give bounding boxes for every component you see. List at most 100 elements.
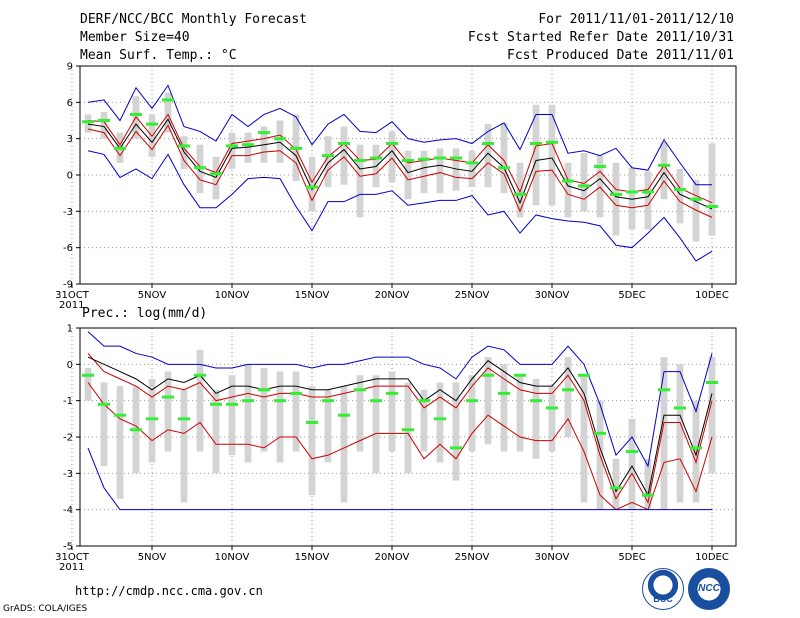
temp-observation-marker [194, 166, 206, 170]
temp-spread-box [708, 143, 716, 236]
precip-observation-marker [642, 493, 654, 497]
temp-observation-marker [210, 172, 222, 176]
precip-frame [79, 327, 737, 547]
precip-observation-marker [274, 399, 286, 403]
temp-xtick-label: 2011 [59, 300, 84, 311]
precip-spread-box [580, 375, 588, 503]
precip-spread-box [468, 375, 476, 452]
temp-observation-marker [354, 158, 366, 162]
precip-observation-marker [386, 391, 398, 395]
temp-min-line [87, 150, 713, 262]
precip-observation-marker [130, 428, 142, 432]
precip-observation-marker [690, 446, 702, 450]
precip-ytick-label: -1 [63, 396, 73, 407]
precip-observation-marker [466, 399, 478, 403]
temp-spread-box [420, 150, 428, 194]
temp-spread-box [164, 92, 172, 133]
precip-observation-marker [706, 381, 718, 384]
temp-observation-marker [338, 142, 350, 146]
temp-ytick-label: 9 [67, 62, 73, 73]
temp-spread-box [548, 104, 556, 206]
precip-observation-marker [178, 417, 190, 421]
precip-spread-box [116, 386, 124, 499]
precip-spread-box [372, 375, 380, 474]
forecast-produced-date: Fcst Produced Date 2011/11/01 [507, 48, 734, 63]
precip-spread-box [180, 389, 188, 503]
precip-lower-line [87, 382, 713, 511]
precip-mean-line [87, 356, 713, 497]
temp-observation-marker [402, 158, 414, 162]
temp-observation-marker [594, 165, 606, 169]
member-size: Member Size=40 [80, 30, 190, 45]
temp-observation-marker [306, 185, 318, 189]
temp-observation-marker [290, 146, 302, 150]
temp-observation-marker [130, 112, 142, 116]
temp-spread-box [276, 120, 284, 163]
website-url[interactable]: http://cmdp.ncc.cma.gov.cn [75, 584, 263, 598]
precip-spread-box [244, 364, 252, 463]
temp-ytick-label: -9 [63, 280, 73, 291]
temp-spread-box [212, 156, 220, 200]
precip-spread-box [276, 371, 284, 463]
temp-observation-marker [466, 161, 478, 165]
precip-spread-box [404, 382, 412, 474]
temp-observation-marker [690, 197, 702, 201]
temp-observation-marker [658, 163, 670, 167]
temp-observation-marker [226, 144, 238, 148]
precip-spread-box [356, 375, 364, 452]
temp-spread-box [308, 156, 316, 212]
precip-observation-marker [530, 399, 542, 403]
precip-observation-marker [338, 413, 350, 417]
temp-spread-box [516, 162, 524, 218]
precip-spread-box [484, 357, 492, 445]
temp-observation-marker [514, 192, 526, 196]
precip-spread-box [564, 357, 572, 437]
precip-max-line [87, 331, 713, 468]
temp-observation-marker [98, 119, 110, 122]
precip-spread-box [612, 458, 620, 510]
precip-ytick-label: -2 [63, 433, 73, 444]
precip-observation-marker [418, 399, 430, 403]
temp-observation-marker [418, 157, 430, 161]
temp-spread-box [532, 104, 540, 206]
precip-ytick-label: 0 [67, 360, 73, 371]
precip-spread-box [628, 418, 636, 510]
precip-spread-box [324, 389, 332, 463]
precip-observation-marker [82, 373, 94, 377]
temp-xtick-label: 15NOV [295, 290, 330, 301]
temp-frame [79, 65, 737, 285]
precip-spread-box [452, 382, 460, 481]
precip-observation-marker [306, 420, 318, 424]
precip-xtick-label: 10NOV [215, 552, 250, 563]
precip-spread-box [228, 375, 236, 456]
precip-observation-marker [242, 399, 254, 403]
precip-spread-box [548, 386, 556, 452]
precip-observation-marker [546, 406, 558, 410]
precip-min-line [87, 447, 712, 511]
temp-ytick-label: 6 [67, 98, 73, 109]
precip-observation-marker [610, 486, 622, 490]
precip-spread-box [84, 367, 92, 401]
forecast-start-date: Fcst Started Refer Date 2011/10/31 [467, 30, 734, 45]
precip-spread-box [196, 349, 204, 452]
precip-observation-marker [370, 399, 382, 403]
precip-observation-marker [98, 402, 110, 406]
variable-label: Mean Surf. Temp.: °C [80, 48, 237, 63]
precip-observation-marker [290, 391, 302, 395]
precip-observation-marker [514, 373, 526, 377]
temp-observation-marker [386, 142, 398, 146]
temp-observation-marker [370, 156, 382, 160]
temp-observation-marker [530, 142, 542, 146]
temp-lower-line [87, 124, 713, 218]
temp-upper-line [87, 113, 713, 204]
temp-spread-box [388, 131, 396, 183]
precip-observation-marker [194, 373, 206, 377]
temp-observation-marker [242, 143, 254, 147]
temp-ytick-label: -3 [63, 207, 73, 218]
temp-spread-box [500, 122, 508, 194]
precip-ytick-label: 1 [67, 324, 73, 335]
temp-xtick-label: 30NOV [535, 290, 570, 301]
precip-xtick-label: 10DEC [695, 552, 729, 563]
temp-observation-marker [482, 142, 494, 146]
